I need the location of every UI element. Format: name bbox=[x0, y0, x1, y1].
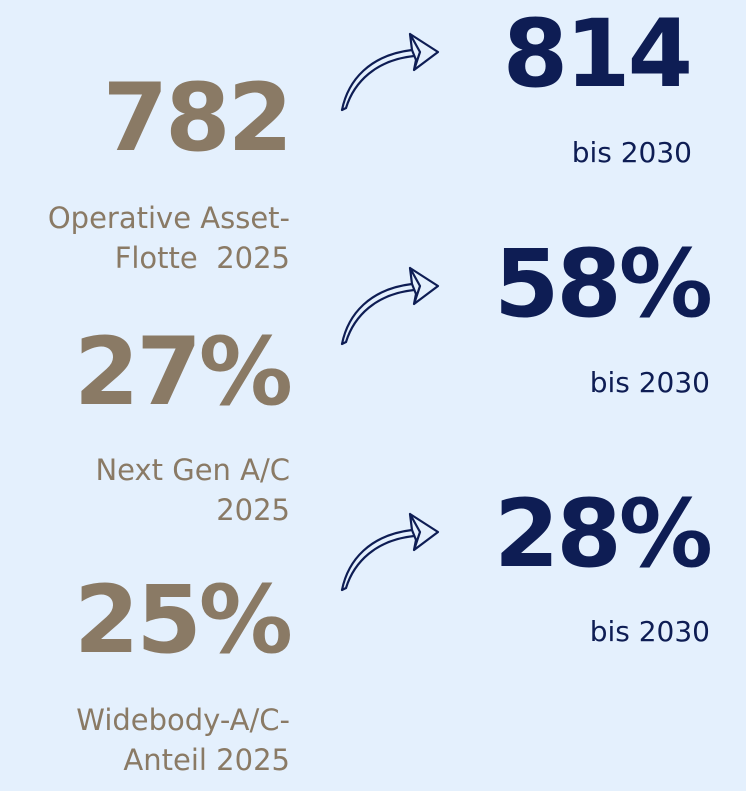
current-label: Next Gen A/C bbox=[95, 453, 290, 487]
target-value: 58% bbox=[494, 230, 711, 339]
current-value: 782 bbox=[103, 64, 290, 173]
stat-row: 782 Operative Asset- Flotte 2025 814 bis 203… bbox=[48, 0, 693, 275]
arrow-shaft bbox=[340, 528, 416, 592]
current-label: 2025 bbox=[216, 493, 290, 527]
target-label: bis 2030 bbox=[590, 615, 710, 648]
arrow-head bbox=[408, 32, 440, 72]
stat-row: 25% Widebody-A/C- Anteil 2025 28% bis 2030 bbox=[74, 480, 714, 777]
arrow-head bbox=[408, 512, 440, 552]
current-value: 27% bbox=[74, 318, 291, 427]
target-value: 814 bbox=[503, 0, 690, 109]
current-label: Flotte 2025 bbox=[115, 241, 290, 275]
arrow-icon bbox=[340, 266, 440, 346]
arrow-icon bbox=[340, 512, 440, 592]
arrow-shaft bbox=[340, 282, 416, 346]
target-value: 28% bbox=[494, 480, 711, 589]
arrow-head bbox=[408, 266, 440, 306]
target-label: bis 2030 bbox=[590, 366, 710, 399]
stat-row: 27% Next Gen A/C 2025 58% bis 2030 bbox=[74, 230, 714, 527]
current-value: 25% bbox=[74, 566, 291, 675]
current-label: Anteil 2025 bbox=[123, 743, 290, 777]
target-label: bis 2030 bbox=[572, 136, 692, 169]
arrow-shaft bbox=[340, 48, 416, 112]
current-label: Widebody-A/C- bbox=[76, 703, 290, 737]
current-label: Operative Asset- bbox=[48, 201, 290, 235]
arrow-icon bbox=[340, 32, 440, 112]
